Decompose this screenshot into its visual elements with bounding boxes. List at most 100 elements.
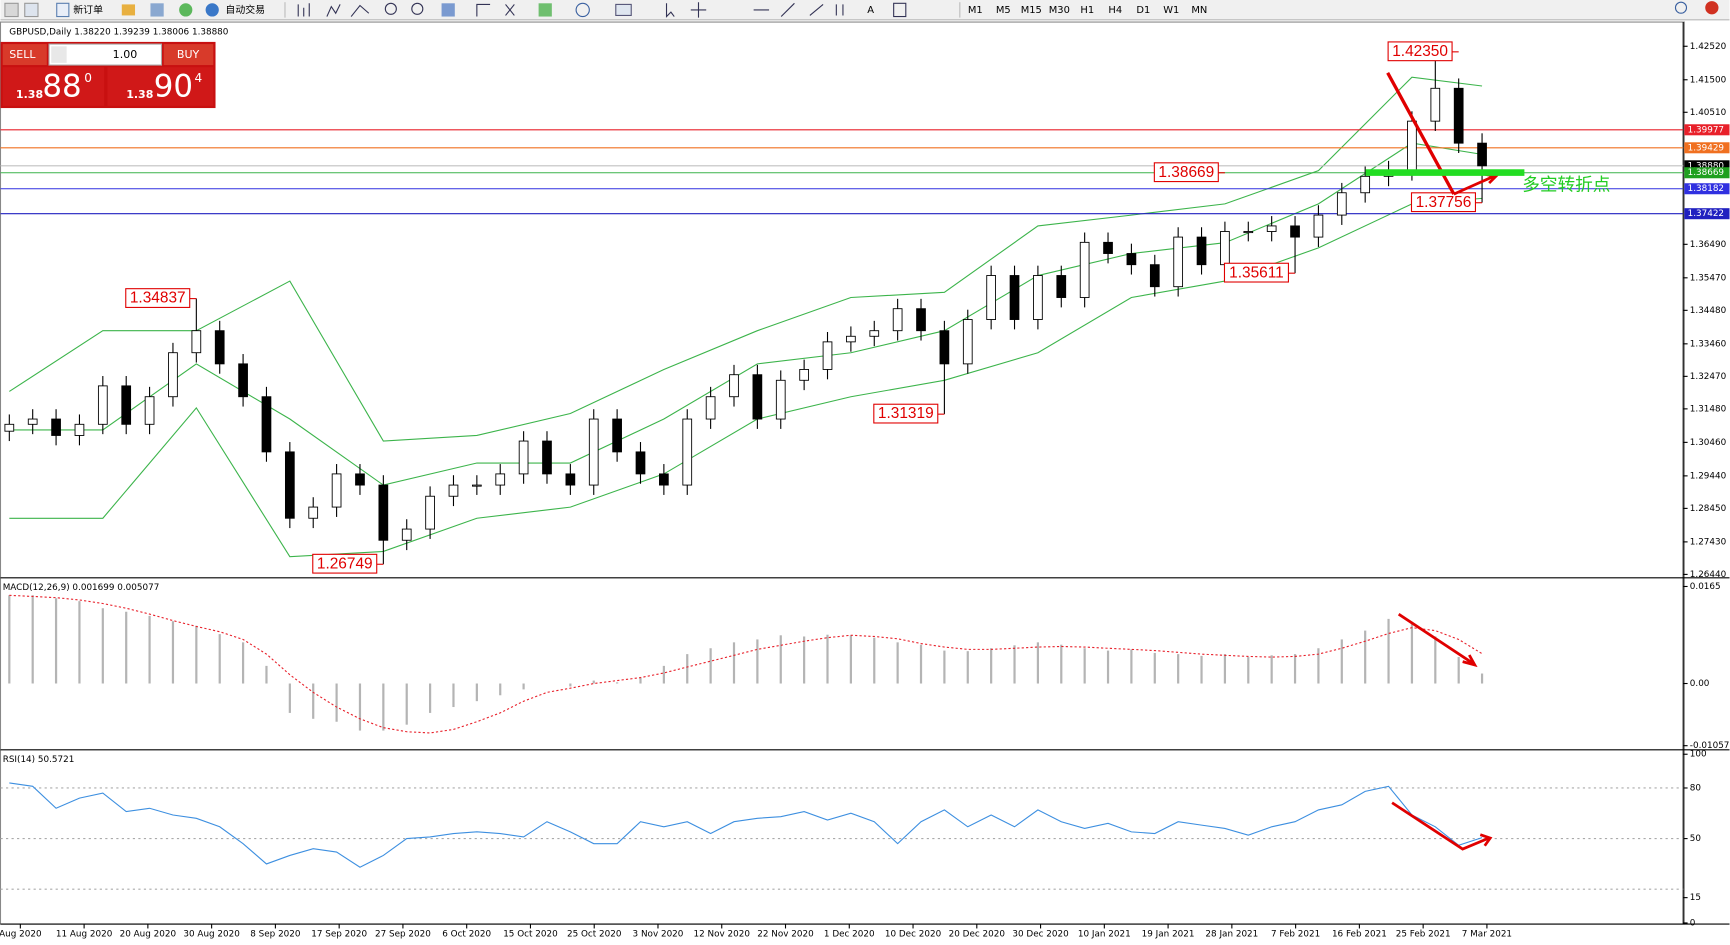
annotation-label: 1.37756 <box>1416 194 1472 211</box>
icon[interactable] <box>121 4 136 16</box>
candle-body <box>308 506 319 519</box>
candle-body <box>659 473 669 486</box>
rsi-line <box>9 782 1483 868</box>
icon[interactable] <box>24 2 39 18</box>
tile-icon[interactable] <box>441 3 455 17</box>
x-tick-label: 28 Jan 2021 <box>1205 929 1258 939</box>
buy-label[interactable]: BUY <box>177 48 200 61</box>
text-tool[interactable]: A <box>867 5 874 16</box>
buy-button[interactable] <box>163 44 214 66</box>
timeframe-button[interactable]: M15 <box>1021 5 1042 16</box>
candle-body <box>542 440 552 475</box>
candle-body <box>939 330 950 365</box>
timeframe-button[interactable]: M30 <box>1049 5 1070 16</box>
candle-body <box>1407 120 1417 172</box>
candle-body <box>962 319 973 365</box>
period-icon[interactable] <box>575 2 590 18</box>
sell-price-box[interactable] <box>2 67 105 106</box>
indicator-icon[interactable] <box>538 3 552 17</box>
lots-spinner[interactable] <box>51 46 67 63</box>
sell-label[interactable]: SELL <box>9 48 36 61</box>
annotation-box <box>1223 262 1289 283</box>
bollinger-band <box>9 142 1483 486</box>
x-tick-label: 12 Nov 2020 <box>694 929 751 939</box>
candle-body <box>448 484 459 497</box>
candle-body <box>191 330 202 354</box>
price-level-box <box>1684 160 1730 172</box>
plot-area: GBPUSD,Daily 1.38220 1.39239 1.38006 1.3… <box>0 27 1730 939</box>
auto-trading-button[interactable]: 自动交易 <box>225 3 265 16</box>
candle-body <box>892 308 903 332</box>
toolbar: 新订单 自动交易 A M1 M5 M15 M30 H1 H4 D1 W1 MN <box>0 0 1730 21</box>
x-tick-label: 20 Aug 2020 <box>120 929 177 939</box>
chart-type-icons[interactable] <box>297 3 370 17</box>
timeframe-button[interactable]: H4 <box>1108 5 1122 16</box>
y-tick-label: 100 <box>1690 750 1707 760</box>
lots-box[interactable] <box>48 43 163 66</box>
timeframe-button[interactable]: MN <box>1191 5 1207 16</box>
candle-body <box>1313 214 1324 238</box>
icon[interactable] <box>150 3 164 17</box>
candle-body <box>1290 225 1300 238</box>
x-tick-label: 7 Feb 2021 <box>1271 929 1320 939</box>
y-tick-label: 15 <box>1690 893 1701 903</box>
price-level-box <box>1684 183 1730 195</box>
zoom-in[interactable] <box>384 2 397 15</box>
x-tick-label: 6 Oct 2020 <box>442 929 491 939</box>
timeframe-button[interactable]: M1 <box>968 5 983 16</box>
lots-value[interactable]: 1.00 <box>113 48 138 61</box>
candle-body <box>775 379 786 420</box>
price-level-box <box>1684 142 1730 154</box>
candle-body <box>682 418 693 486</box>
candle-body <box>518 440 529 475</box>
candle-body <box>846 335 856 343</box>
candle-body <box>238 363 248 398</box>
candle-body <box>401 528 412 541</box>
timeframe-button[interactable]: H1 <box>1080 5 1094 16</box>
label-tool[interactable] <box>893 2 907 18</box>
timeframe-button[interactable]: W1 <box>1163 5 1179 16</box>
candle-body <box>822 341 833 370</box>
candle-body <box>752 374 763 420</box>
candle-body <box>51 418 61 436</box>
icon[interactable] <box>56 2 70 18</box>
x-tick-label: 10 Jan 2021 <box>1078 929 1131 939</box>
candle-body <box>121 385 132 425</box>
notification-icon[interactable] <box>1705 1 1719 15</box>
x-tick-label: 25 Oct 2020 <box>567 929 622 939</box>
rsi-arrow <box>1391 801 1493 851</box>
x-tick-label: 19 Jan 2021 <box>1142 929 1195 939</box>
sell-price-pips: 88 <box>42 69 81 105</box>
candle-body <box>495 473 506 486</box>
y-tick-label: 1.30460 <box>1690 438 1727 448</box>
icon[interactable] <box>179 3 193 17</box>
candle-body <box>705 396 716 420</box>
search-icon[interactable] <box>1674 1 1688 14</box>
icon[interactable] <box>4 2 19 18</box>
candle-body <box>612 418 622 453</box>
candle-body <box>1477 142 1487 167</box>
candle-body <box>1243 231 1254 234</box>
new-order-button[interactable]: 新订单 <box>73 3 103 16</box>
price-level-label: 1.38669 <box>1688 168 1724 178</box>
candle-body <box>1220 231 1230 266</box>
timeframe-button[interactable]: D1 <box>1136 5 1150 16</box>
icon[interactable] <box>205 3 219 17</box>
y-tick-label: 1.35470 <box>1690 273 1727 283</box>
sell-button[interactable] <box>2 44 47 66</box>
candle-body <box>986 275 996 320</box>
bollinger-band <box>9 76 1483 442</box>
candle-body <box>378 484 389 541</box>
x-tick-label: 22 Nov 2020 <box>757 929 814 939</box>
turning-point-label: 多空转折点 <box>1522 174 1610 195</box>
candle-body <box>1079 241 1090 298</box>
scroll-icons[interactable] <box>476 3 515 17</box>
y-tick-label: 0 <box>1690 918 1696 928</box>
zoom-out[interactable] <box>411 2 424 15</box>
drawing-tools[interactable] <box>665 2 844 18</box>
buy-price-box[interactable] <box>107 67 214 106</box>
candle-body <box>1103 241 1113 254</box>
buy-price-pips: 90 <box>154 69 193 105</box>
timeframe-button[interactable]: M5 <box>996 5 1011 16</box>
template-icon[interactable] <box>615 3 632 16</box>
